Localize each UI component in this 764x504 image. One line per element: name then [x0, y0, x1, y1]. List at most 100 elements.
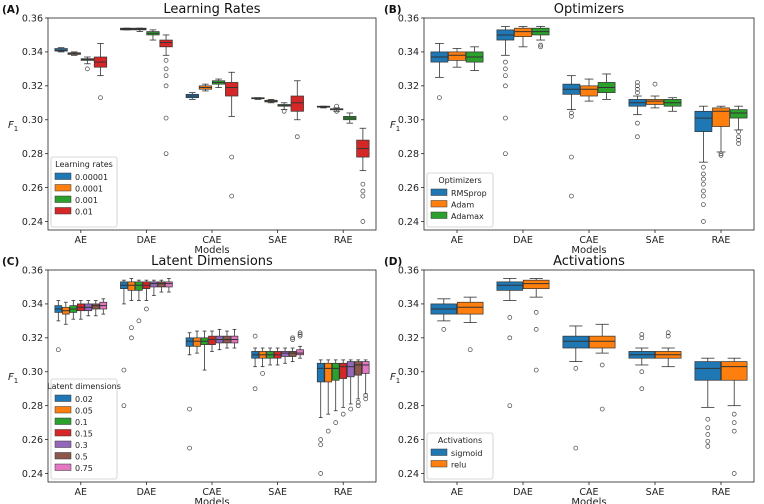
box-Adam [646, 81, 664, 109]
y-tick-label: 0.34 [22, 47, 43, 58]
outlier-point [736, 141, 741, 146]
y-tick-label: 0.28 [22, 149, 43, 160]
box-body [185, 337, 194, 347]
box-body [165, 281, 173, 288]
outlier-point [573, 445, 579, 451]
y-tick-label: 0.30 [22, 367, 43, 378]
outlier-point [163, 151, 169, 157]
outlier-point [635, 134, 640, 140]
y-label-sub: 1 [14, 377, 18, 385]
box-0.15 [339, 359, 347, 417]
box-0.0001 [264, 99, 278, 104]
x-tick-label: SAE [646, 235, 665, 246]
box-0.02 [54, 300, 63, 353]
panel-0: (A) Learning Rates 0.24 0.26 0.28 0.30 0.32 0.3… [2, 2, 377, 256]
box-body [290, 95, 304, 112]
outlier-point [635, 86, 640, 92]
outlier-point [701, 202, 706, 207]
y-tick-label: 0.24 [398, 217, 419, 228]
x-axis-label: Models [194, 497, 229, 504]
legend-swatch [430, 211, 448, 219]
box-0.0001 [133, 27, 147, 32]
x-tick-label: AE [451, 487, 464, 498]
outlier-point [229, 193, 235, 199]
box-Adam [514, 26, 532, 48]
y-tick-label: 0.30 [398, 115, 419, 126]
y-tick-label: 0.32 [398, 333, 419, 344]
y-tick-label: 0.28 [398, 401, 419, 412]
box-0.02 [251, 333, 259, 392]
x-tick-label: CAE [579, 487, 598, 498]
outlier-point [701, 176, 706, 182]
legend: Activations sigmoid relu [426, 432, 494, 480]
box-relu [588, 323, 616, 412]
outlier-point [163, 83, 169, 89]
outlier-point [467, 347, 473, 353]
legend-swatch [54, 429, 72, 437]
box-relu [654, 330, 682, 368]
box-body [91, 303, 100, 310]
outlier-point [360, 188, 366, 194]
box-body [646, 99, 664, 105]
outlier-point [701, 181, 706, 187]
box-Adam [448, 48, 466, 68]
chart-title: Optimizers [554, 2, 625, 17]
legend-swatch [54, 172, 72, 180]
outlier-point [507, 335, 513, 341]
outlier-point [701, 193, 706, 199]
box-body [562, 335, 590, 349]
outlier-point [355, 403, 361, 409]
panel-2: (C) Latent Dimensions 0.24 0.26 0.28 0.30 0.32… [2, 254, 377, 504]
legend-label: Adamax [451, 212, 484, 221]
box-0.01 [159, 34, 173, 157]
legend: Optimizers RMSprop Adam Adamax [426, 172, 494, 228]
legend-swatch [54, 184, 72, 192]
box-0.1 [266, 347, 274, 366]
outlier-point [129, 335, 134, 341]
legend-swatch [54, 394, 72, 402]
outlier-point [363, 396, 369, 402]
outlier-point [281, 108, 287, 114]
y-tick-label: 0.26 [398, 435, 419, 446]
y-tick-label: 0.30 [22, 115, 43, 126]
box-0.01 [290, 80, 304, 140]
box-RMSprop [628, 80, 647, 140]
legend-swatch [54, 207, 72, 215]
box-RMSprop [694, 105, 713, 224]
box-0.75 [361, 359, 370, 402]
box-Adam [580, 78, 598, 102]
legend: Latent dimensions 0.02 0.05 0.1 0.15 0.3 0.5 0.… [47, 378, 121, 480]
outlier-point [731, 471, 737, 476]
box-0.05 [127, 278, 136, 341]
panel-label: (B) [384, 4, 402, 16]
box-0.00001 [185, 92, 199, 100]
panel-label: (C) [2, 256, 19, 268]
box-0.0001 [198, 83, 213, 92]
box-0.0001 [330, 103, 344, 114]
outlier-point [705, 432, 711, 437]
legend-label: 0.5 [75, 453, 88, 462]
panel-label: (A) [2, 4, 20, 16]
legend-frame [426, 432, 494, 480]
y-axis-label: F1 [8, 372, 18, 385]
box-Adam [712, 105, 730, 158]
outlier-point [731, 411, 737, 417]
box-sigmoid [496, 278, 524, 409]
outlier-point [701, 171, 706, 177]
outlier-point [652, 81, 658, 87]
box-body [127, 281, 136, 291]
outlier-point [569, 154, 574, 160]
y-tick-label: 0.34 [398, 299, 419, 310]
box-body [225, 82, 239, 97]
outlier-point [163, 115, 169, 121]
box-0.1 [69, 300, 78, 320]
outlier-point [718, 153, 724, 158]
outlier-point [731, 428, 737, 434]
box-0.001 [277, 102, 291, 114]
box-0.001 [211, 78, 226, 88]
legend-title: Latent dimensions [47, 382, 121, 391]
box-0.00001 [54, 47, 68, 53]
y-tick-label: 0.36 [22, 13, 43, 24]
legend-label: sigmoid [451, 449, 482, 458]
box-RMSprop [430, 43, 449, 101]
